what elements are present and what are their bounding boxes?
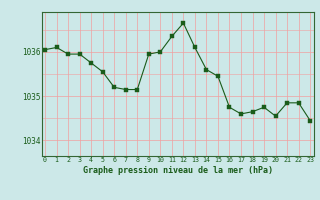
X-axis label: Graphe pression niveau de la mer (hPa): Graphe pression niveau de la mer (hPa) [83,166,273,175]
